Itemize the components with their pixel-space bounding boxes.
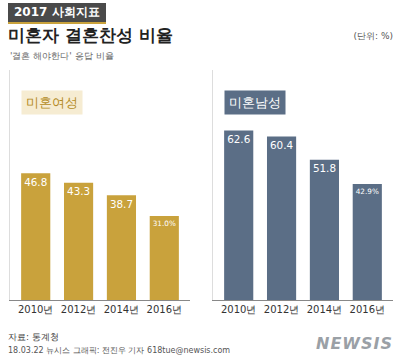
svg-text:2014년: 2014년	[104, 304, 139, 315]
svg-text:2012년: 2012년	[264, 304, 299, 315]
svg-text:2010년: 2010년	[18, 304, 53, 315]
html-text:자료: 통계청: 자료: 통계청	[8, 332, 59, 342]
svg-text:51.8: 51.8	[313, 162, 336, 174]
svg-text:31.0%: 31.0%	[153, 219, 176, 228]
html-text:2017 사회지표: 2017 사회지표	[14, 5, 100, 19]
svg-text:62.6: 62.6	[227, 133, 250, 145]
svg-text:미혼남성: 미혼남성	[229, 95, 281, 110]
html-text:18.03.22 뉴시스 그래픽: 전진우 기자 618tu: 18.03.22 뉴시스 그래픽: 전진우 기자 618tue@newsis.c…	[8, 346, 231, 355]
html-text:'결혼 해야한다' 응답 비율: '결혼 해야한다' 응답 비율	[10, 51, 114, 61]
svg-text:42.9%: 42.9%	[356, 187, 379, 196]
svg-text:2016년: 2016년	[147, 304, 182, 315]
svg-text:2010년: 2010년	[221, 304, 256, 315]
html-text:NEWSIS: NEWSIS	[316, 334, 393, 353]
svg-text:2014년: 2014년	[307, 304, 342, 315]
svg-text:43.3: 43.3	[67, 185, 90, 197]
svg-text:2016년: 2016년	[350, 304, 385, 315]
html-text:(단위: %): (단위: %)	[353, 31, 393, 41]
svg-text:46.8: 46.8	[24, 176, 47, 188]
svg-text:2012년: 2012년	[61, 304, 96, 315]
svg-text:38.7: 38.7	[110, 198, 133, 210]
svg-text:미혼여성: 미혼여성	[26, 95, 78, 110]
html-text:미혼자 결혼찬성 비율: 미혼자 결혼찬성 비율	[8, 25, 173, 45]
svg-text:60.4: 60.4	[270, 139, 293, 151]
